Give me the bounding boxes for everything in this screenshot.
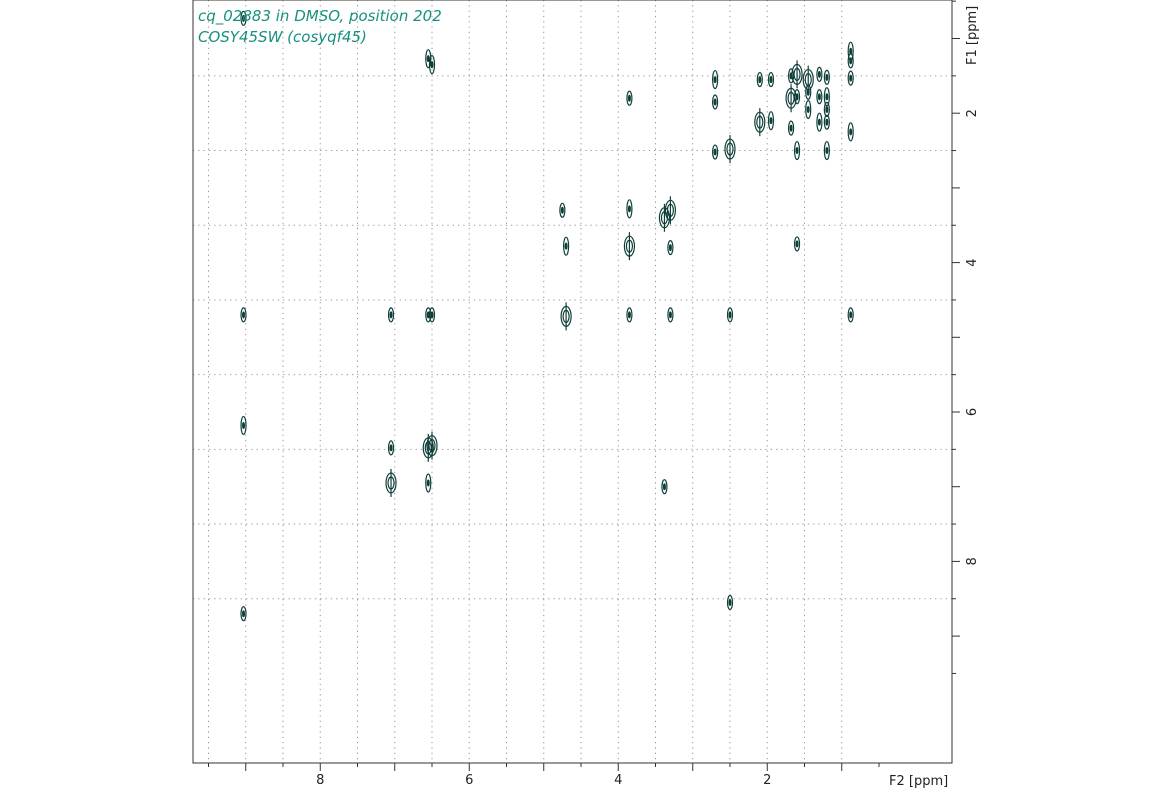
title-line-1: cq_02883 in DMSO, position 202 [198, 7, 442, 26]
y-tick-label: 4 [965, 258, 980, 266]
plot-frame [192, 0, 953, 764]
x-axis-label: F2 [ppm] [889, 774, 948, 789]
contour-peak [711, 94, 719, 110]
contour-peak [626, 199, 633, 219]
contour-peak [240, 415, 247, 436]
x-tick-label: 4 [614, 773, 622, 788]
contour-peak [560, 302, 572, 331]
contour-peak [847, 122, 854, 142]
contour-peak [661, 479, 668, 495]
contour-peak [562, 236, 570, 256]
contour-peak [425, 307, 432, 323]
y-tick-label: 2 [965, 109, 980, 117]
contour-peak [626, 307, 633, 323]
contour-peak [428, 55, 436, 75]
contour-peak [823, 69, 830, 85]
contour-peak [726, 594, 734, 611]
contour-peak [793, 140, 801, 161]
grid-layer [193, 0, 952, 763]
x-tick-label: 8 [316, 773, 324, 788]
y-tick-label: 8 [965, 557, 980, 565]
contour-peak [559, 202, 566, 218]
contour-peak [767, 111, 775, 131]
contour-peak [767, 71, 775, 88]
y-axis-label: F1 [ppm] [965, 6, 980, 65]
y-tick-label: 6 [965, 408, 980, 416]
contour-peak [724, 135, 736, 164]
contour-peak [756, 71, 763, 88]
x-tick-label: 6 [465, 773, 473, 788]
contour-peak [425, 49, 432, 69]
contour-peak [626, 90, 633, 106]
contour-peak [658, 203, 671, 232]
contour-peak [667, 240, 674, 256]
contour-peaks [240, 10, 854, 622]
contour-peak [805, 99, 812, 120]
contour-peak [387, 440, 395, 456]
contour-peak [793, 236, 801, 252]
contour-peak [816, 89, 823, 105]
contour-peak [785, 84, 797, 113]
contour-peak [823, 101, 830, 118]
contour-peak [711, 69, 719, 90]
contour-peak [240, 606, 247, 622]
contour-peak [385, 468, 397, 497]
contour-peak [711, 144, 719, 160]
contour-peak [754, 108, 766, 137]
contour-peak [847, 70, 854, 86]
contour-peak [823, 140, 830, 161]
contour-peak [667, 307, 674, 323]
contour-peak [816, 112, 823, 132]
contour-peak [623, 232, 636, 261]
title-line-2: COSY45SW (cosyqf45) [198, 28, 367, 46]
contour-peak [823, 114, 830, 130]
axis-ticks: 8 6 4 2 2 4 6 8 [208, 0, 980, 788]
contour-peak [847, 53, 854, 69]
contour-peak [847, 307, 854, 323]
contour-peak [787, 120, 795, 136]
x-tick-label: 2 [763, 773, 771, 788]
contour-peak [726, 307, 734, 323]
contour-peak [805, 84, 812, 100]
contour-peak [425, 473, 432, 493]
contour-peak [240, 307, 247, 323]
contour-peak [422, 433, 434, 462]
contour-peak [387, 307, 395, 323]
contour-peak [823, 87, 830, 107]
contour-peak [240, 10, 247, 26]
contour-peak [787, 68, 795, 84]
contour-peak [816, 66, 823, 82]
